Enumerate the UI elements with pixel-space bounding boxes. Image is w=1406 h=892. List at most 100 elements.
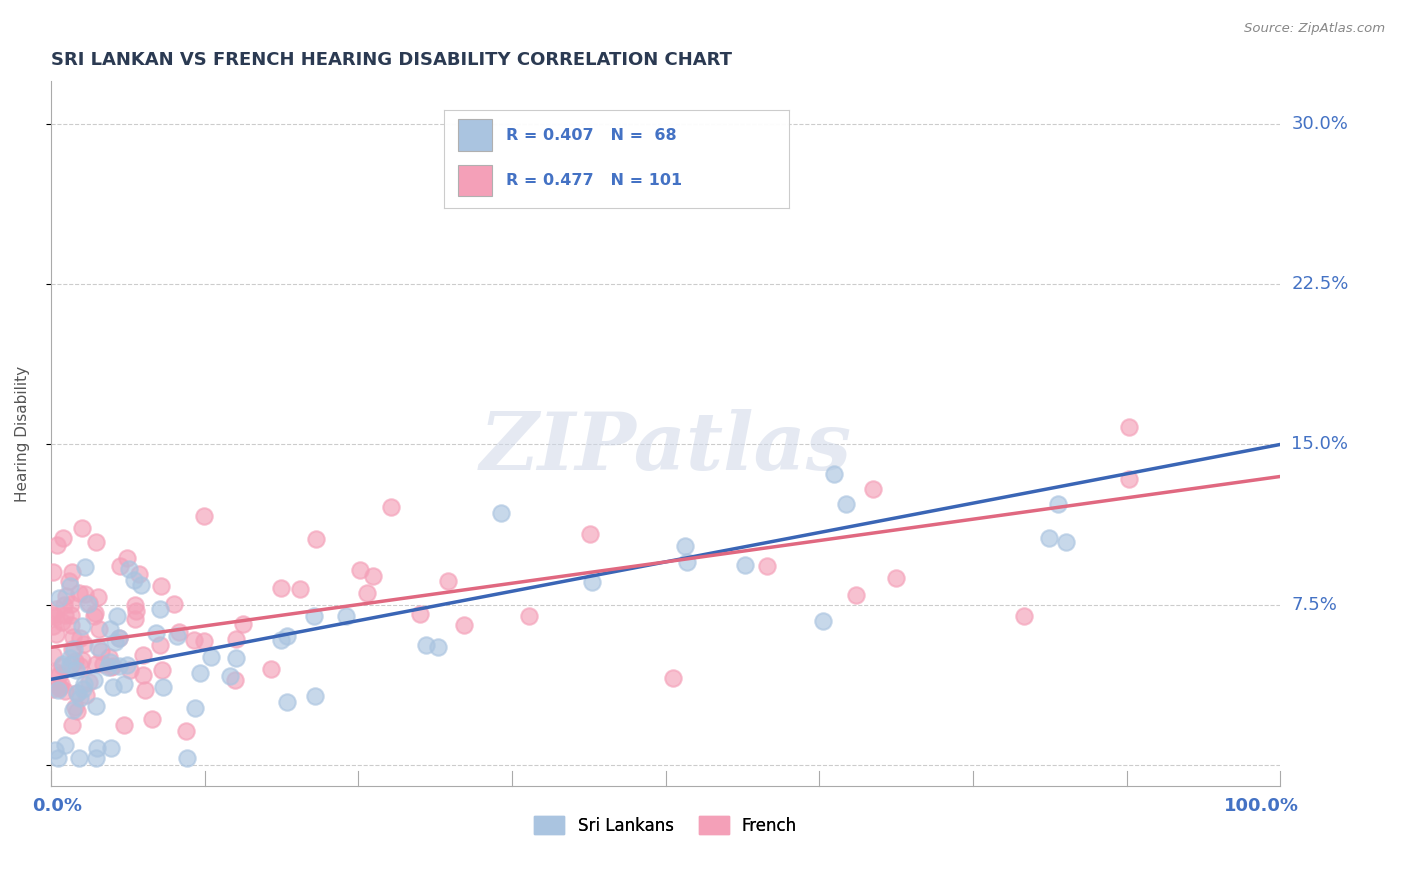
Point [150, 579, 173, 593]
Point [276, 629, 298, 643]
Point [129, 577, 152, 591]
Point [673, 539, 696, 553]
Point [84, 606, 107, 620]
Point [98, 655, 121, 669]
Point [42, 682, 65, 697]
Point [380, 500, 402, 514]
Point [60, 718, 83, 732]
Text: SRI LANKAN VS FRENCH HEARING DISABILITY CORRELATION CHART: SRI LANKAN VS FRENCH HEARING DISABILITY … [51, 51, 733, 69]
Point [124, 574, 146, 588]
Point [87, 640, 110, 654]
Point [84, 657, 107, 672]
Point [90, 644, 112, 658]
Point [98, 649, 121, 664]
Point [149, 602, 172, 616]
Point [288, 582, 311, 596]
Point [42, 648, 65, 662]
Point [93, 657, 115, 672]
Point [176, 751, 198, 765]
Point [835, 497, 858, 511]
Point [55, 589, 77, 603]
Point [270, 633, 292, 648]
Point [1054, 534, 1077, 549]
Point [145, 625, 167, 640]
Point [59, 650, 82, 665]
Point [100, 741, 122, 756]
Point [163, 597, 186, 611]
Point [70, 653, 93, 667]
Point [63, 641, 86, 656]
Point [141, 713, 163, 727]
Text: 7.5%: 7.5% [1292, 596, 1337, 614]
Point [51, 615, 73, 629]
Point [115, 550, 138, 565]
Point [48, 591, 70, 606]
Point [1038, 531, 1060, 545]
Point [69, 631, 91, 645]
Point [67, 585, 90, 599]
Point [60, 641, 83, 656]
Point [44, 743, 66, 757]
Point [45, 539, 67, 553]
Legend: Sri Lankans, French: Sri Lankans, French [527, 810, 804, 841]
Point [48, 681, 70, 695]
Point [53, 684, 76, 698]
Point [184, 701, 207, 715]
Point [86, 741, 108, 756]
Point [66, 704, 89, 718]
Point [44, 609, 66, 624]
Point [225, 651, 247, 665]
Point [65, 685, 87, 699]
Point [98, 622, 121, 636]
Point [69, 659, 91, 673]
Point [862, 482, 884, 496]
Text: 22.5%: 22.5% [1292, 276, 1348, 293]
Point [349, 563, 371, 577]
Text: ZIPatlas: ZIPatlas [479, 409, 852, 487]
Point [73, 560, 96, 574]
Point [83, 673, 105, 687]
Point [87, 591, 110, 605]
Point [58, 574, 80, 589]
Point [66, 686, 89, 700]
Point [83, 609, 105, 624]
Point [108, 631, 131, 645]
Point [112, 677, 135, 691]
Point [73, 677, 96, 691]
Point [46, 751, 69, 765]
Point [166, 629, 188, 643]
Point [52, 598, 75, 612]
Point [225, 632, 247, 646]
Point [101, 680, 124, 694]
Point [72, 681, 94, 696]
Point [59, 618, 82, 632]
Point [49, 677, 72, 691]
Point [218, 669, 240, 683]
Point [97, 660, 120, 674]
Text: 100.0%: 100.0% [1223, 797, 1299, 814]
Point [200, 649, 222, 664]
Point [100, 660, 122, 674]
Point [77, 597, 100, 611]
Point [72, 521, 94, 535]
Point [193, 634, 215, 648]
Point [304, 690, 326, 704]
Point [65, 663, 87, 677]
Point [59, 597, 82, 611]
Point [131, 648, 153, 662]
Point [823, 467, 845, 481]
Point [1118, 472, 1140, 486]
Point [67, 751, 90, 765]
Point [46, 683, 69, 698]
Point [453, 618, 475, 632]
Point [517, 608, 540, 623]
Point [75, 688, 97, 702]
Point [53, 608, 76, 623]
Point [101, 659, 124, 673]
Point [45, 601, 67, 615]
Point [188, 665, 211, 680]
Point [105, 609, 128, 624]
Point [183, 633, 205, 648]
Text: 15.0%: 15.0% [1292, 435, 1348, 453]
Point [51, 659, 73, 673]
